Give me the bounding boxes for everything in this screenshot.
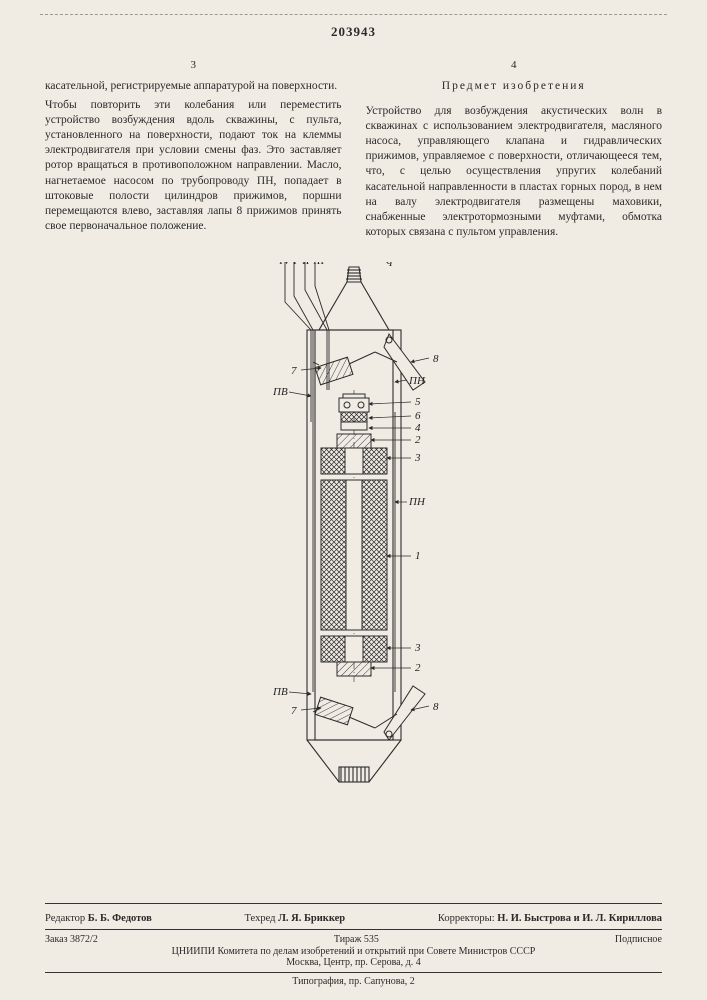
org-line: ЦНИИПИ Комитета по делам изобретений и о… [0,946,707,957]
label-4: 4 [415,422,421,434]
label-2b: 2 [415,662,421,674]
label-PV-bot: ПВ [272,686,288,698]
patent-page: 203943 3 касательной, регистрируемые апп… [0,0,707,1000]
left-para-1: касательной, регистрируемые аппаратурой … [45,79,342,94]
order-no: Заказ 3872/2 [45,934,98,945]
tech-label: Техред [245,913,276,924]
left-column: 3 касательной, регистрируемые аппаратуро… [45,58,342,244]
footer-rule-2 [45,929,662,930]
techred: Техред Л. Я. Бриккер [245,913,346,924]
label-5: 5 [415,396,421,408]
text-columns: 3 касательной, регистрируемые аппаратуро… [45,58,662,244]
typography: Типография, пр. Сапунова, 2 [0,976,707,987]
label-IV: IV [279,262,291,267]
col-num-right: 4 [366,58,663,73]
right-para-1: Устройство для возбуждения акустических … [366,104,663,241]
right-column: 4 Предмет изобретения Устройство для воз… [366,58,663,244]
doc-number: 203943 [0,24,707,40]
label-3b: 3 [414,642,421,654]
label-PN-mid: ПН [408,496,426,508]
left-para-2: Чтобы повторить эти колебания или переме… [45,98,342,235]
proof: Корректоры: Н. И. Быстрова и И. Л. Кирил… [438,913,662,924]
footer-order-line: Заказ 3872/2 Тираж 535 Подписное [45,934,662,945]
label-III: III [313,262,324,267]
editor: Редактор Б. Б. Федотов [45,913,152,924]
label-I: I [293,262,297,267]
col-num-left: 3 [45,58,342,73]
tech-name: Л. Я. Бриккер [278,913,345,924]
footer-credits: Редактор Б. Б. Федотов Техред Л. Я. Брик… [45,913,662,924]
label-PV-top: ПВ [272,386,288,398]
label-II: II [302,262,310,267]
label-3a: 3 [414,452,421,464]
label-Ch: Ч [385,262,394,269]
claims-heading: Предмет изобретения [366,79,663,94]
dotted-rule [40,14,667,15]
label-PN-top: ПН [408,375,426,387]
addr-line: Москва, Центр, пр. Серова, д. 4 [0,957,707,968]
figure-svg: IV I II III Ч 7 7 8 8 5 6 4 2 3 1 3 2 ПВ… [189,262,519,802]
label-8a: 8 [433,353,439,365]
label-6: 6 [415,410,421,422]
proof-label: Корректоры: [438,913,495,924]
footer-rule-1 [45,903,662,904]
label-7a: 7 [291,365,297,377]
editor-label: Редактор [45,913,85,924]
label-2a: 2 [415,434,421,446]
patent-figure: IV I II III Ч 7 7 8 8 5 6 4 2 3 1 3 2 ПВ… [189,262,519,802]
label-1: 1 [415,550,421,562]
label-8b: 8 [433,701,439,713]
editor-name: Б. Б. Федотов [88,913,152,924]
tirage: Тираж 535 [334,934,379,945]
label-7b: 7 [291,705,297,717]
sign: Подписное [615,934,662,945]
footer-rule-3 [45,972,662,973]
proof-names: Н. И. Быстрова и И. Л. Кириллова [497,913,662,924]
right-para-1-text: Устройство для возбуждения акустических … [366,105,663,238]
